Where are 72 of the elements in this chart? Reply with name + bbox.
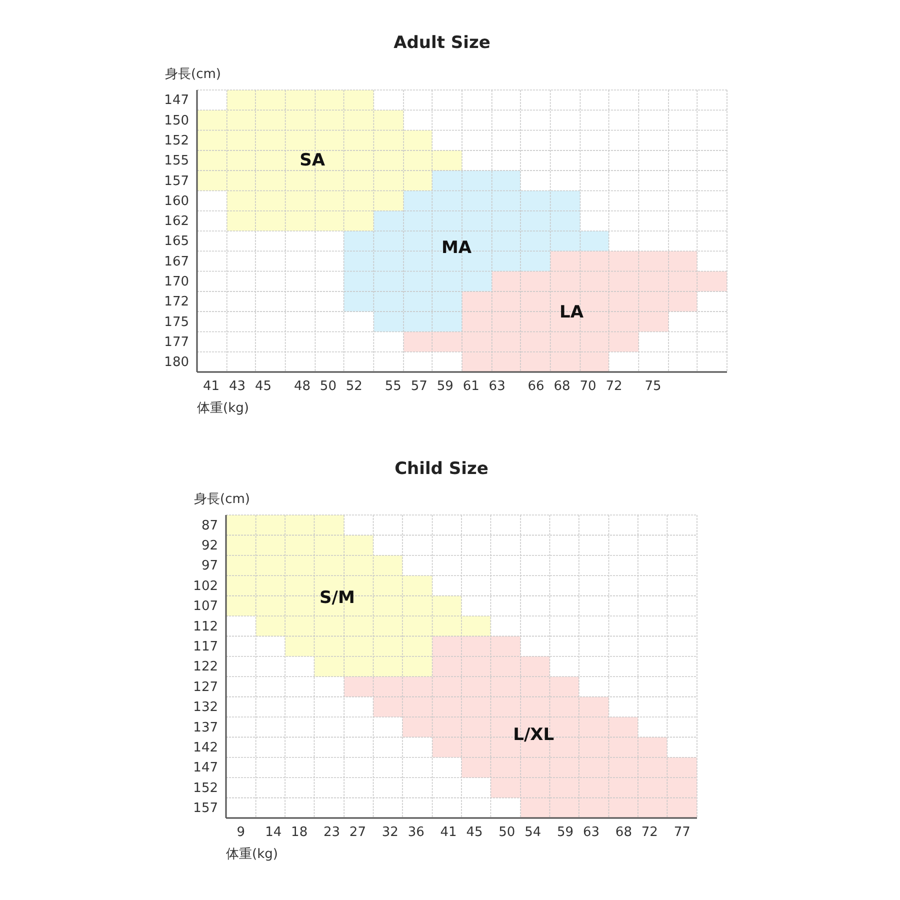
x-tick-label: 45	[466, 825, 483, 840]
x-tick-label: 63	[582, 825, 600, 840]
x-tick-label: 54	[524, 825, 542, 840]
x-tick-label: 77	[674, 825, 690, 840]
y-tick-label: 92	[201, 538, 218, 554]
y-tick-label: 137	[193, 720, 218, 736]
x-tick-label: 36	[408, 825, 424, 840]
x-axis-title: 体重(kg)	[226, 847, 278, 862]
y-tick-label: 97	[201, 558, 218, 574]
y-tick-label: 162	[164, 214, 189, 230]
x-tick-label: 52	[346, 379, 362, 394]
series-label: MA	[441, 238, 472, 258]
y-tick-label: 147	[193, 760, 218, 776]
series-label: SA	[300, 150, 326, 171]
y-tick-label: 157	[164, 174, 189, 189]
y-tick-label: 87	[201, 518, 218, 534]
x-tick-label: 68	[554, 379, 570, 394]
x-tick-label: 55	[384, 379, 402, 394]
x-tick-label: 14	[265, 825, 282, 840]
x-tick-label: 72	[641, 825, 658, 840]
y-tick-label: 112	[193, 619, 218, 634]
y-tick-label: 150	[164, 113, 189, 128]
series-label: LA	[560, 302, 584, 322]
x-tick-label: 9	[236, 825, 246, 840]
y-tick-label: 102	[193, 578, 218, 594]
x-tick-label: 18	[291, 825, 308, 840]
y-tick-label: 175	[164, 314, 189, 330]
x-tick-label: 59	[436, 379, 454, 394]
y-tick-label: 167	[164, 254, 189, 270]
y-tick-label: 107	[193, 599, 218, 614]
y-tick-label: 147	[164, 93, 189, 108]
y-tick-label: 127	[193, 680, 218, 695]
x-tick-label: 70	[580, 379, 596, 394]
x-tick-label: 61	[462, 379, 480, 394]
y-tick-label: 142	[193, 740, 218, 756]
x-tick-label: 32	[382, 825, 398, 840]
y-tick-label: 157	[193, 801, 218, 816]
y-tick-label: 177	[164, 334, 189, 350]
x-tick-label: 43	[228, 379, 246, 394]
y-tick-label: 132	[193, 700, 218, 716]
y-tick-label: 172	[164, 294, 189, 310]
series-label: S/M	[320, 588, 355, 608]
x-tick-label: 75	[644, 379, 662, 394]
x-tick-label: 41	[440, 825, 457, 840]
y-tick-label: 122	[193, 660, 218, 675]
y-axis-title: 身長(cm)	[194, 492, 250, 507]
chart-title: Adult Size	[394, 33, 490, 53]
x-tick-label: 68	[615, 825, 632, 840]
x-tick-label: 45	[254, 379, 272, 394]
y-tick-label: 155	[164, 154, 189, 169]
x-tick-label: 50	[320, 379, 336, 394]
series-label: L/XL	[513, 725, 554, 746]
x-tick-label: 66	[528, 379, 544, 394]
y-tick-label: 160	[164, 194, 189, 209]
y-tick-label: 117	[193, 639, 218, 654]
x-tick-label: 72	[606, 379, 622, 394]
x-tick-label: 27	[349, 825, 366, 840]
y-axis-title: 身長(cm)	[165, 67, 221, 82]
x-tick-label: 23	[323, 825, 340, 840]
y-tick-label: 165	[164, 234, 189, 250]
x-tick-label: 48	[294, 379, 310, 394]
x-tick-label: 63	[488, 379, 506, 394]
y-tick-label: 180	[164, 355, 189, 370]
x-axis-title: 体重(kg)	[197, 401, 249, 416]
x-tick-label: 41	[203, 379, 220, 394]
x-tick-label: 57	[410, 379, 428, 394]
y-tick-label: 152	[164, 134, 189, 149]
x-tick-label: 59	[557, 825, 574, 840]
y-tick-label: 170	[164, 274, 189, 290]
x-tick-label: 50	[498, 825, 516, 840]
chart-title: Child Size	[394, 459, 488, 479]
y-tick-label: 152	[193, 780, 218, 796]
